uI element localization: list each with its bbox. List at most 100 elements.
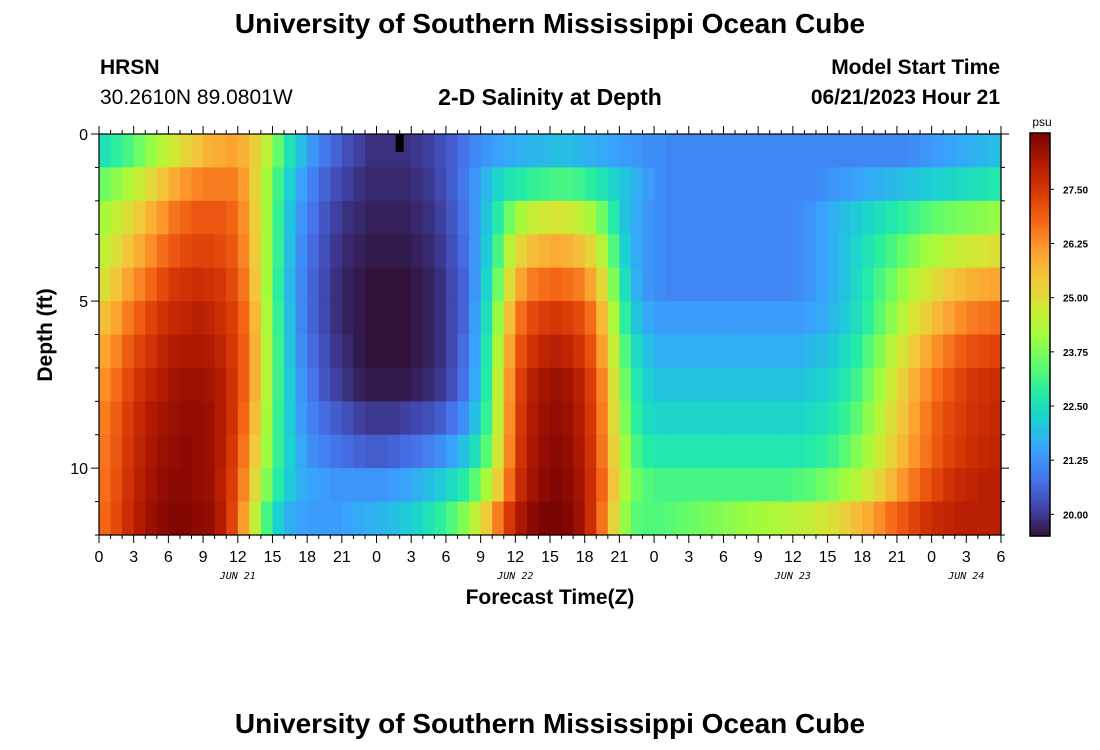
- heatmap-cell: [607, 401, 620, 436]
- heatmap-cell: [642, 167, 655, 202]
- heatmap-cell: [792, 501, 806, 536]
- heatmap-cell: [746, 334, 759, 369]
- heatmap-cell: [145, 334, 158, 369]
- heatmap-cell: [873, 468, 886, 503]
- heatmap-cell: [769, 267, 782, 302]
- colorbar-segment: [1030, 391, 1050, 396]
- colorbar-segment: [1030, 133, 1050, 137]
- heatmap-cell: [249, 301, 262, 336]
- heatmap-cell: [735, 200, 748, 235]
- heatmap-cell: [862, 401, 875, 436]
- heatmap-cell: [179, 334, 193, 369]
- heatmap-cell: [573, 200, 586, 235]
- heatmap-cell: [931, 200, 944, 235]
- heatmap-cell: [642, 334, 655, 369]
- heatmap-cell: [954, 501, 967, 536]
- colorbar-segment: [1030, 499, 1050, 504]
- colorbar-segment: [1030, 441, 1050, 446]
- heatmap-cell: [700, 134, 713, 169]
- heatmap-cell: [954, 301, 967, 336]
- heatmap-cell: [99, 167, 112, 202]
- colorbar-segment: [1030, 364, 1050, 369]
- heatmap-cell: [920, 468, 933, 503]
- heatmap-cell: [515, 334, 528, 369]
- heatmap-cell: [214, 200, 227, 235]
- colorbar-segment: [1030, 146, 1050, 151]
- heatmap-cell: [526, 334, 540, 369]
- heatmap-cell: [989, 401, 1002, 436]
- heatmap-cell: [376, 200, 389, 235]
- heatmap-cell: [284, 167, 297, 202]
- heatmap-cell: [735, 267, 748, 302]
- heatmap-cell: [550, 501, 563, 536]
- heatmap-cell: [156, 434, 169, 469]
- x-tick-label: 15: [819, 549, 837, 566]
- heatmap-cell: [168, 267, 181, 302]
- heatmap-cell: [792, 301, 806, 336]
- heatmap-cell: [561, 501, 574, 536]
- heatmap-cell: [434, 301, 447, 336]
- heatmap-cell: [99, 200, 112, 235]
- colorbar-segment: [1030, 310, 1050, 315]
- heatmap-cell: [179, 234, 193, 269]
- heatmap-cell: [665, 401, 678, 436]
- heatmap-cell: [341, 234, 355, 269]
- heatmap-cell: [133, 167, 146, 202]
- heatmap-cell: [561, 401, 574, 436]
- heatmap-cell: [758, 367, 771, 402]
- heatmap-cell: [735, 501, 748, 536]
- heatmap-cell: [873, 267, 886, 302]
- heatmap-cell: [538, 334, 551, 369]
- heatmap-cell: [411, 501, 424, 536]
- heatmap-cell: [445, 301, 459, 336]
- heatmap-cell: [989, 134, 1002, 169]
- heatmap-cell: [179, 267, 193, 302]
- heatmap-cell: [226, 367, 239, 402]
- heatmap-cell: [515, 367, 528, 402]
- colorbar-segment: [1030, 515, 1050, 520]
- heatmap-cell: [503, 468, 516, 503]
- heatmap-cell: [295, 434, 308, 469]
- heatmap-cell: [943, 501, 956, 536]
- heatmap-cell: [839, 434, 852, 469]
- x-tick-label: 3: [962, 549, 971, 566]
- colorbar-segment: [1030, 277, 1050, 282]
- heatmap-cell: [758, 334, 771, 369]
- heatmap-cell: [862, 301, 875, 336]
- heatmap-cell: [237, 334, 250, 369]
- heatmap-cell: [804, 200, 817, 235]
- heatmap-cell: [445, 267, 459, 302]
- station-coordinates: 30.2610N 89.0801W: [100, 86, 293, 109]
- heatmap-cell: [931, 501, 944, 536]
- heatmap-cell: [284, 434, 297, 469]
- heatmap-cell: [839, 167, 852, 202]
- heatmap-cell: [896, 167, 910, 202]
- colorbar-segment: [1030, 163, 1050, 168]
- heatmap-cell: [792, 434, 806, 469]
- colorbar-segment: [1030, 347, 1050, 352]
- heatmap-cell: [862, 434, 875, 469]
- heatmap-cell: [723, 267, 736, 302]
- heatmap-cell: [677, 267, 690, 302]
- colorbar-segment: [1030, 180, 1050, 184]
- heatmap-cell: [411, 167, 424, 202]
- heatmap-cell: [376, 234, 389, 269]
- heatmap-cell: [804, 134, 817, 169]
- heatmap-cell: [457, 200, 470, 235]
- heatmap-cell: [469, 401, 482, 436]
- heatmap-cell: [827, 167, 840, 202]
- heatmap-cell: [758, 301, 771, 336]
- heatmap-cell: [399, 401, 412, 436]
- heatmap-cell: [272, 301, 285, 336]
- heatmap-cell: [457, 367, 470, 402]
- heatmap-cell: [723, 434, 736, 469]
- heatmap-cell: [688, 468, 701, 503]
- heatmap-cell: [723, 501, 736, 536]
- colorbar-tick-label: 23.75: [1063, 348, 1088, 359]
- heatmap-cell: [284, 334, 297, 369]
- x-tick-label: 9: [199, 549, 208, 566]
- heatmap-cell: [769, 334, 782, 369]
- heatmap-cell: [977, 134, 991, 169]
- colorbar-segment: [1030, 213, 1050, 218]
- heatmap-cell: [781, 267, 794, 302]
